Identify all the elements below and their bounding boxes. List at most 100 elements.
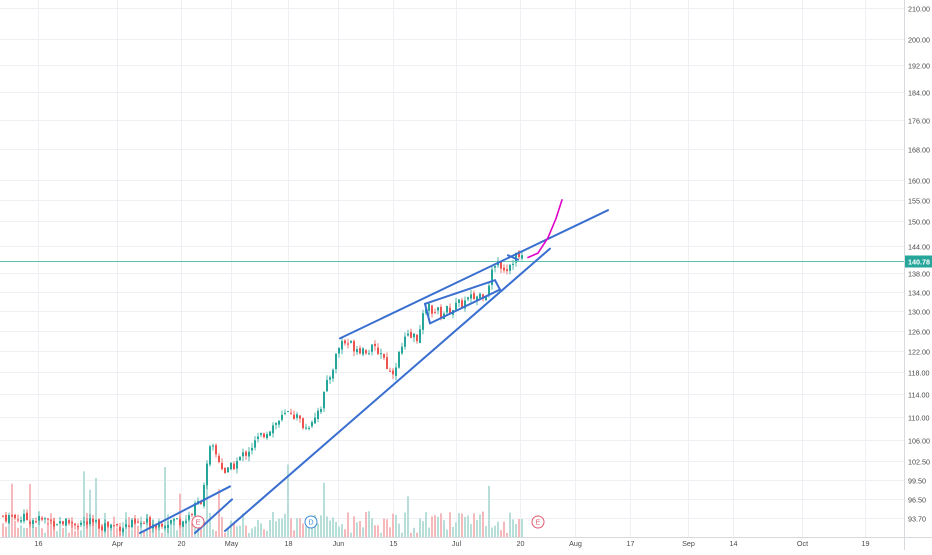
volume-bar (308, 519, 310, 537)
volume-bar (449, 512, 451, 537)
volume-bar (350, 532, 352, 537)
time-tick-label: 18 (285, 539, 293, 548)
candle-body (353, 341, 355, 352)
candle-body (17, 519, 19, 521)
price-tick-label: 184.00 (908, 89, 930, 98)
candle-body (116, 523, 118, 526)
candle-body (26, 512, 28, 521)
volume-bar (59, 522, 61, 537)
time-axis[interactable]: 16 Apr 20 May 18 Jun 15 Jul 20 Aug 17 Sep 14 Oct 19 (0, 537, 932, 549)
volume-bar (371, 518, 373, 537)
volume-bar (341, 524, 343, 537)
volume-bar (422, 521, 424, 537)
volume-bar (377, 525, 379, 537)
volume-bar (68, 532, 70, 537)
volume-bar (269, 520, 271, 537)
trendline (494, 279, 501, 291)
candle-body (518, 251, 520, 258)
candle-body (32, 520, 34, 524)
time-tick-label: 15 (390, 539, 398, 548)
volume-bar (23, 527, 25, 537)
candle-body (410, 331, 412, 338)
candle-body (482, 294, 484, 299)
candle-body (440, 306, 442, 318)
volume-bar (338, 526, 340, 537)
price-tick-label: 155.00 (908, 197, 930, 206)
volume-bar (254, 526, 256, 537)
candle-body (263, 433, 265, 438)
volume-bar (248, 532, 250, 537)
candle-body (515, 252, 517, 263)
candle-body (323, 391, 325, 409)
candle-body (428, 303, 430, 311)
trendline (424, 302, 431, 325)
volume-bar (203, 520, 205, 537)
candle-body (506, 269, 508, 272)
candle-body (170, 520, 172, 524)
price-tick-label: 192.00 (908, 62, 930, 71)
candle-body (59, 521, 61, 524)
volume-bar (446, 529, 448, 537)
candle-body (149, 517, 151, 528)
volume-bar (149, 527, 151, 537)
volume-bar (473, 513, 475, 537)
volume-bar (431, 516, 433, 537)
volume-bar (455, 522, 457, 537)
volume-bar (212, 529, 214, 537)
volume-bar (395, 514, 397, 537)
volume-bar (62, 527, 64, 537)
candle-body (350, 340, 352, 343)
candle-body (77, 526, 79, 528)
volume-bar (17, 527, 19, 537)
candle-body (8, 515, 10, 523)
candle-body (248, 451, 250, 457)
candle-body (305, 427, 307, 429)
volume-bar (326, 516, 328, 537)
volume-bar (452, 526, 454, 537)
trendlines[interactable] (139, 199, 609, 535)
volume-bar (467, 515, 469, 537)
price-tick-label: 160.00 (908, 177, 930, 186)
time-tick-label: 14 (730, 539, 738, 548)
volume-bar (284, 513, 286, 537)
trendline (339, 209, 609, 340)
candle-body (395, 367, 397, 376)
candle-body (95, 519, 97, 522)
volume-bar (416, 532, 418, 537)
trendline (424, 279, 496, 305)
candle-body (38, 515, 40, 521)
volume-bar (491, 527, 493, 537)
volume-bar (191, 523, 193, 537)
price-axis[interactable]: 210.00 200.00 192.00 184.00 176.00 168.00 160.… (904, 0, 932, 550)
volume-bar (515, 523, 517, 537)
candle-body (431, 305, 433, 314)
volume-bar (272, 512, 274, 537)
volume-bar (176, 530, 178, 537)
grid (0, 0, 904, 537)
volume-bars (2, 464, 523, 537)
volume-bar (131, 529, 133, 537)
volume-bar (482, 511, 484, 537)
candle-body (365, 350, 367, 354)
volume-bar (320, 515, 322, 537)
volume-bar (8, 518, 10, 537)
candle-body (134, 518, 136, 524)
volume-bar (275, 521, 277, 537)
candle-body (86, 521, 88, 525)
candle-body (293, 414, 295, 419)
event-marker-icon (304, 515, 318, 529)
candle-body (437, 307, 439, 311)
candle-body (74, 523, 76, 526)
candle-body (20, 520, 22, 522)
candle-body (23, 513, 25, 522)
candle-body (140, 523, 142, 525)
volume-bar (80, 530, 82, 537)
price-axis-bg (904, 0, 932, 550)
volume-bar (506, 532, 508, 537)
price-tick-label: 144.00 (908, 243, 930, 252)
candle-body (50, 519, 52, 521)
candle-body (416, 334, 418, 342)
candle-body (101, 526, 103, 531)
